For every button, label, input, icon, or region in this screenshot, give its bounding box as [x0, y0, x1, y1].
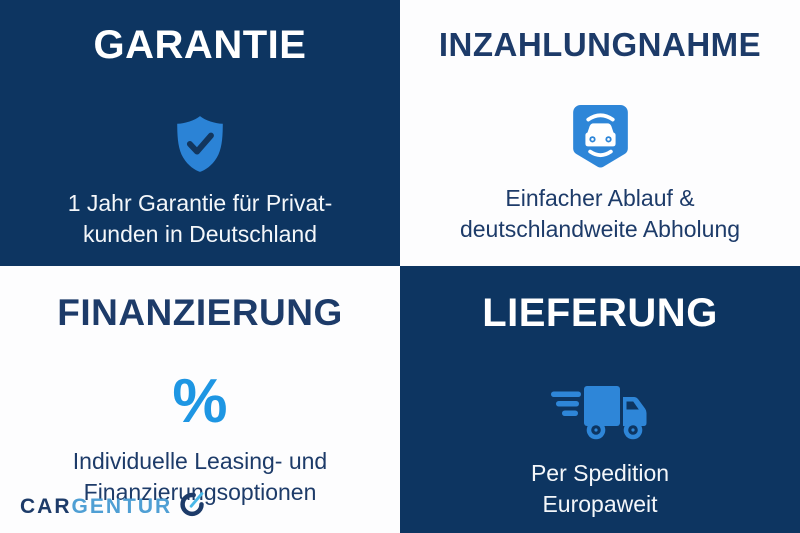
quadrant-garantie: GARANTIE 1 Jahr Garantie für Privat- kun… — [0, 0, 400, 266]
lieferung-title: LIEFERUNG — [482, 291, 718, 335]
inzahlungnahme-line-2: deutschlandweite Abholung — [459, 216, 741, 243]
garantie-title: GARANTIE — [93, 23, 307, 67]
finanzierung-line-2: Finanzierungsoptionen — [83, 478, 317, 505]
garantie-line-1: 1 Jahr Garantie für Privat- — [67, 190, 333, 217]
quadrant-inzahlungnahme: INZAHLUNGNAHME Einfacher Ablauf & deutsc… — [400, 0, 800, 266]
percent-icon: % — [172, 368, 227, 436]
quadrant-finanzierung: FINANZIERUNG % Individuelle Leasing- und… — [0, 266, 400, 533]
delivery-truck-icon — [550, 383, 650, 443]
lieferung-line-2: Europaweit — [542, 491, 658, 518]
percent-symbol: % — [172, 366, 228, 436]
quadrant-lieferung: LIEFERUNG Per Spedition Europaweit — [400, 266, 800, 533]
finanzierung-title: FINANZIERUNG — [57, 292, 343, 333]
c-pen-mark-icon — [179, 490, 206, 522]
cargentur-logo: CARGENTUR — [20, 490, 206, 522]
lieferung-line-1: Per Spedition — [530, 460, 670, 487]
garantie-description: 1 Jahr Garantie für Privat- kunden in De… — [68, 188, 333, 250]
car-badge-icon — [572, 103, 629, 171]
shield-check-icon — [173, 113, 227, 175]
logo-part-gentur: GENTUR — [71, 494, 173, 518]
garantie-line-2: kunden in Deutschland — [82, 221, 317, 248]
lieferung-description: Per Spedition Europaweit — [531, 458, 669, 520]
inzahlungnahme-description: Einfacher Ablauf & deutschlandweite Abho… — [460, 183, 740, 245]
logo-wordmark: CARGENTUR — [20, 496, 172, 517]
finanzierung-description: Individuelle Leasing- und Finanzierungso… — [73, 446, 327, 508]
logo-part-car: CAR — [20, 494, 72, 518]
inzahlungnahme-line-1: Einfacher Ablauf & — [505, 185, 695, 212]
finanzierung-line-1: Individuelle Leasing- und — [72, 447, 328, 474]
inzahlungnahme-title: INZAHLUNGNAHME — [438, 26, 762, 63]
